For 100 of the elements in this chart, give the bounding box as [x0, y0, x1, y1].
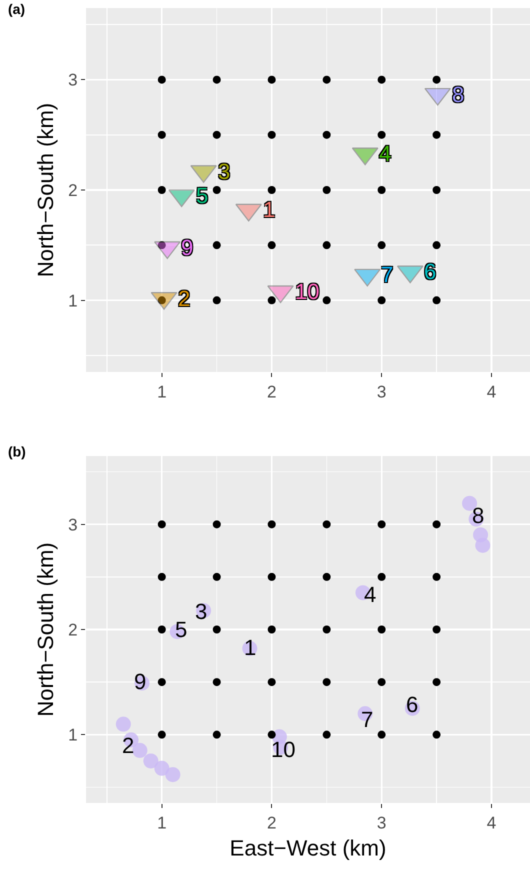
point — [268, 296, 276, 304]
point — [322, 678, 331, 686]
point — [116, 716, 131, 732]
point — [143, 753, 158, 768]
point — [378, 76, 386, 84]
point — [378, 520, 386, 528]
annotation: 1 — [263, 197, 276, 222]
point — [432, 186, 441, 194]
point — [432, 678, 441, 686]
point — [378, 296, 386, 304]
point — [432, 296, 441, 304]
x-tick-label: 1 — [157, 382, 167, 402]
point — [378, 241, 386, 250]
annotation: 4 — [364, 582, 376, 607]
point — [212, 76, 221, 84]
point — [158, 130, 166, 139]
annotation: 9 — [181, 235, 194, 260]
point — [212, 730, 221, 739]
point — [322, 186, 331, 194]
point — [212, 572, 221, 581]
y-axis-title: North−South (km) — [32, 102, 58, 278]
point — [212, 678, 221, 686]
point — [378, 572, 386, 581]
point — [158, 241, 166, 250]
annotation: 2 — [122, 733, 134, 758]
point — [475, 538, 490, 553]
point — [432, 626, 441, 634]
point — [268, 241, 276, 250]
point — [158, 520, 166, 528]
x-axis-title: East−West (km) — [230, 835, 386, 860]
point — [158, 76, 166, 84]
x-tick-label: 4 — [486, 382, 496, 402]
point — [432, 520, 441, 528]
annotation: 9 — [134, 669, 146, 694]
y-tick-label: 2 — [68, 620, 78, 640]
point — [154, 760, 170, 776]
y-tick-label: 3 — [68, 515, 78, 534]
annotation: 3 — [218, 159, 230, 184]
point — [165, 767, 180, 782]
point — [322, 626, 331, 634]
x-tick-label: 2 — [266, 382, 276, 402]
point — [378, 130, 386, 139]
annotation: 4 — [379, 141, 392, 166]
point — [158, 626, 166, 634]
point — [132, 742, 148, 758]
x-tick-label: 4 — [486, 813, 496, 832]
x-tick-label: 3 — [376, 382, 386, 402]
y-tick-label: 1 — [68, 726, 78, 745]
y-axis-title: North−South (km) — [32, 542, 58, 717]
annotation: 1 — [244, 635, 256, 660]
point — [432, 130, 441, 139]
x-tick-label: 2 — [266, 813, 276, 832]
point — [212, 130, 221, 139]
point — [212, 296, 221, 304]
point — [212, 241, 221, 250]
annotation: 5 — [196, 183, 208, 208]
y-tick-label: 3 — [68, 70, 78, 90]
annotation: 8 — [472, 503, 484, 528]
point — [322, 241, 331, 250]
point — [158, 730, 166, 739]
point — [432, 241, 441, 250]
x-tick-label: 3 — [376, 813, 386, 832]
annotation: 3 — [195, 599, 208, 624]
annotation: 6 — [406, 692, 418, 717]
annotation: 8 — [452, 82, 464, 107]
annotation: 2 — [178, 286, 190, 311]
point — [212, 520, 221, 528]
point — [378, 626, 386, 634]
point — [378, 186, 386, 194]
point — [268, 678, 276, 686]
annotation: 6 — [424, 259, 436, 284]
point — [322, 130, 331, 139]
point — [322, 76, 331, 84]
point — [432, 76, 441, 84]
point — [322, 520, 331, 528]
point — [268, 520, 276, 528]
point — [432, 572, 441, 581]
point — [158, 572, 166, 581]
chart-title: (a) — [8, 1, 26, 18]
y-tick-label: 2 — [68, 180, 78, 200]
point — [268, 730, 276, 739]
point — [322, 730, 331, 739]
annotation: 10 — [271, 737, 296, 762]
point — [268, 572, 276, 581]
annotation: 7 — [361, 707, 374, 732]
annotation: 10 — [295, 279, 320, 304]
point — [158, 186, 166, 194]
point — [378, 678, 386, 686]
chart-title: (b) — [8, 444, 26, 460]
point — [212, 186, 221, 194]
point — [322, 572, 331, 581]
annotation: 7 — [381, 262, 394, 287]
point — [322, 296, 331, 304]
point — [268, 76, 276, 84]
point — [212, 626, 221, 634]
point — [432, 730, 441, 739]
point — [158, 678, 166, 686]
point — [268, 626, 276, 634]
y-tick-label: 1 — [68, 291, 78, 310]
annotation: 5 — [175, 617, 188, 642]
